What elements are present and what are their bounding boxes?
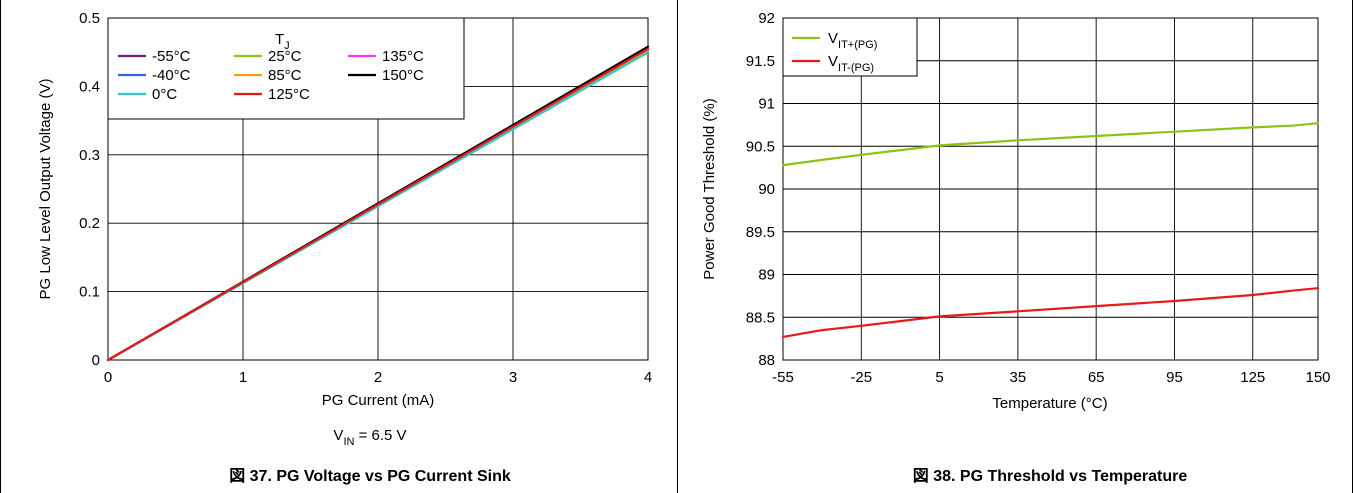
legend-item: 125°C: [234, 86, 310, 103]
legend-item: 135°C: [348, 48, 424, 65]
legend-items: -55°C 25°C 135°C -40°C 85°C 150°C 0°C 125°C: [118, 48, 424, 103]
legend-box: [107, 17, 465, 120]
series-line-125c: [106, 47, 650, 362]
legend-label: VIT-(PG): [828, 53, 874, 74]
x-tick-label: -55: [772, 369, 794, 386]
y-axis-label: Power Good Threshold (%): [701, 98, 718, 279]
legend-item: -40°C: [118, 67, 191, 84]
y-tick-labels: 0 0.1 0.2 0.3 0.4 0.5: [79, 10, 100, 369]
legend-box: [782, 17, 918, 77]
y-tick-label: 91.5: [746, 53, 775, 70]
x-tick-label: 35: [1010, 369, 1027, 386]
x-tick-labels: 0 1 2 3 4: [104, 369, 652, 386]
y-tick-label: 91: [758, 96, 775, 113]
grid: [782, 17, 1319, 361]
legend-title: TJ: [275, 31, 290, 52]
x-tick-label: 125: [1240, 369, 1265, 386]
pg-voltage-chart: 0 1 2 3 4 0 0.1 0.2 0.3 0.4 0.5 PG Current (mA) P…: [37, 10, 652, 485]
y-tick-label: 0.2: [79, 215, 100, 232]
legend-item: 85°C: [234, 67, 302, 84]
x-tick-label: 2: [374, 369, 382, 386]
legend-item: VIT+(PG): [792, 30, 877, 51]
x-tick-labels: -55 -25 5 35 65 95 125 150: [772, 369, 1330, 386]
legend-item: 0°C: [118, 86, 177, 103]
y-tick-label: 89: [758, 267, 775, 284]
legend-items: VIT+(PG)VIT-(PG): [792, 30, 877, 74]
legend-item: 25°C: [234, 48, 302, 65]
y-tick-label: 92: [758, 10, 775, 27]
legend-label: 135°C: [382, 48, 424, 65]
y-tick-label: 88.5: [746, 309, 775, 326]
x-tick-label: 65: [1088, 369, 1105, 386]
y-tick-label: 88: [758, 352, 775, 369]
y-tick-label: 89.5: [746, 224, 775, 241]
x-tick-label: 5: [935, 369, 943, 386]
series-group: [106, 45, 650, 362]
x-axis-label: PG Current (mA): [322, 392, 435, 409]
x-tick-label: 95: [1166, 369, 1183, 386]
legend: TJ -55°C 25°C 135°C -40°C 85°C 150°C 0°C 125°C: [107, 17, 465, 120]
pg-threshold-chart: -55 -25 5 35 65 95 125 150 88 88.5 89 89.5 90 90.5 91…: [701, 10, 1331, 485]
figure-caption: 図 37. PG Voltage vs PG Current Sink: [229, 467, 511, 485]
figure-caption: 図 38. PG Threshold vs Temperature: [913, 467, 1188, 485]
legend: VIT+(PG)VIT-(PG): [782, 17, 918, 77]
series-line-vit+pg: [781, 122, 1320, 167]
y-tick-label: 0.1: [79, 284, 100, 301]
legend-label: 25°C: [268, 48, 302, 65]
x-tick-label: 3: [509, 369, 517, 386]
y-tick-label: 0.3: [79, 147, 100, 164]
legend-label: 150°C: [382, 67, 424, 84]
legend-label: -40°C: [152, 67, 191, 84]
condition-label: VIN = 6.5 V: [333, 427, 406, 448]
x-tick-label: 1: [239, 369, 247, 386]
legend-item: -55°C: [118, 48, 191, 65]
y-tick-label: 90: [758, 181, 775, 198]
x-tick-label: 4: [644, 369, 652, 386]
x-tick-label: 150: [1305, 369, 1330, 386]
y-tick-label: 90.5: [746, 138, 775, 155]
legend-label: VIT+(PG): [828, 30, 877, 51]
legend-label: 85°C: [268, 67, 302, 84]
x-axis-label: Temperature (°C): [992, 395, 1107, 412]
x-tick-label: -25: [850, 369, 872, 386]
y-axis-label: PG Low Level Output Voltage (V): [37, 79, 54, 300]
legend-label: 125°C: [268, 86, 310, 103]
y-tick-labels: 88 88.5 89 89.5 90 90.5 91 91.5 92: [746, 10, 775, 369]
legend-label: -55°C: [152, 48, 191, 65]
series-group: [781, 122, 1320, 338]
y-tick-label: 0.5: [79, 10, 100, 27]
x-tick-label: 0: [104, 369, 112, 386]
y-tick-label: 0: [92, 352, 100, 369]
y-tick-label: 0.4: [79, 78, 100, 95]
series-line-vit-pg: [781, 287, 1320, 338]
legend-item: VIT-(PG): [792, 53, 874, 74]
legend-item: 150°C: [348, 67, 424, 84]
legend-label: 0°C: [152, 86, 177, 103]
